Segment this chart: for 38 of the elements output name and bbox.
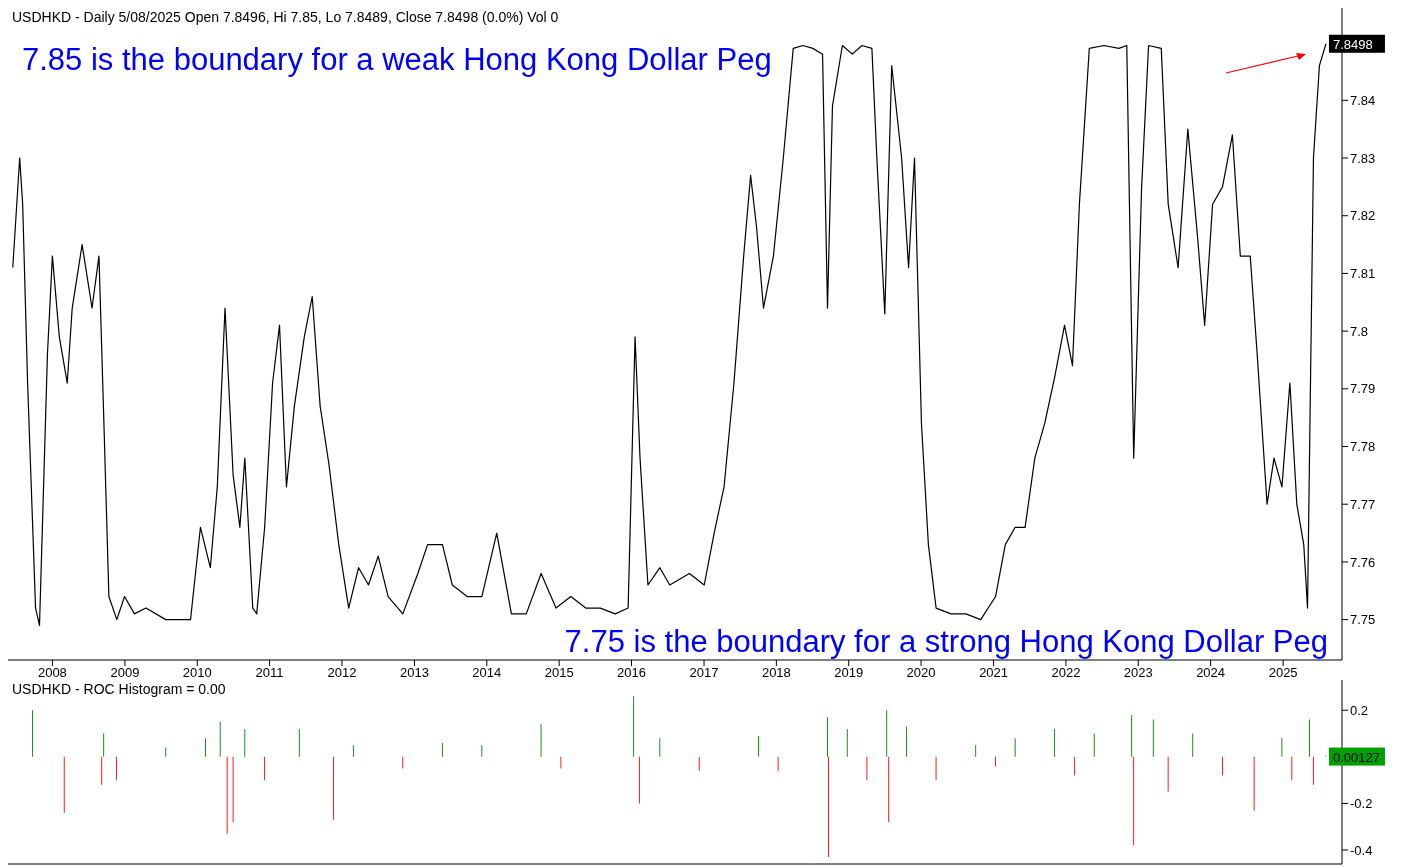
annotation: 7.85 is the boundary for a weak Hong Kong Dollar Peg [22,42,772,78]
x-tick-label: 2015 [544,665,574,681]
x-tick-label: 2012 [327,665,357,681]
chart-title: USDHKD - ROC Histogram = 0.00 [12,681,226,697]
x-tick-label: 2009 [110,665,140,681]
y-tick-label: 7.76 [1350,554,1376,570]
chart-title: USDHKD - Daily 5/08/2025 Open 7.8496, Hi 7.85, Lo 7.8489, Close 7.8498 (0.0%) Vol 0 [12,9,559,25]
x-tick-label: 2019 [834,665,864,681]
y-tick-label: 7.75 [1350,612,1376,628]
y-tick-label: 7.77 [1350,496,1376,512]
x-tick-label: 2017 [689,665,719,681]
x-tick-label: 2016 [617,665,646,681]
y-tick-label: 7.81 [1350,266,1376,282]
y-tick-label: 7.78 [1350,439,1376,455]
x-tick-label: 2011 [255,665,284,681]
x-tick-label: 2010 [182,665,212,681]
y-tick-label: -0.4 [1350,842,1373,858]
x-tick-label: 2013 [400,665,429,681]
x-tick-label: 2020 [906,665,936,681]
y-tick-label: 7.82 [1350,208,1376,224]
x-tick-label: 2018 [761,665,791,681]
y-tick-label: -0.2 [1350,796,1373,812]
data-label: 7.8498 [1332,36,1373,52]
y-tick-label: 7.83 [1350,150,1376,166]
y-tick-label: 7.79 [1350,381,1376,397]
x-tick-label: 2021 [979,665,1009,681]
annotation: 7.75 is the boundary for a strong Hong Kong Dollar Peg [564,624,1328,660]
x-tick-label: 2014 [472,665,502,681]
y-tick-label: 7.84 [1350,92,1376,108]
x-tick-label: 2025 [1268,665,1298,681]
line-series [12,43,1327,626]
y-tick-label: 0.2 [1350,702,1369,718]
x-tick-label: 2022 [1051,665,1081,681]
x-tick-label: 2023 [1123,665,1153,681]
x-tick-label: 2024 [1196,665,1226,681]
x-tick-label: 2008 [37,665,67,681]
annotation: 0.00127 [1332,749,1380,765]
y-tick-label: 7.8 [1350,323,1369,339]
